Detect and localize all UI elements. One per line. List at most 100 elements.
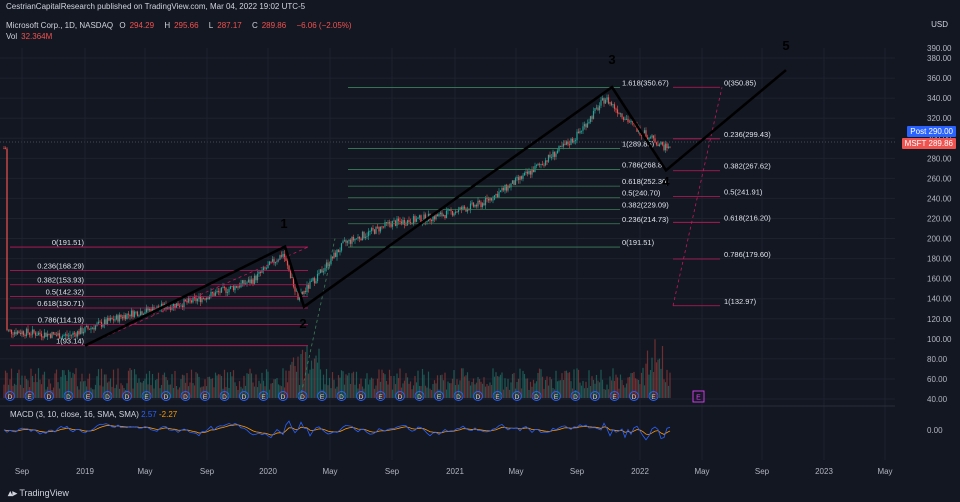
volume-bar <box>307 373 310 398</box>
volume-bar <box>318 348 320 398</box>
event-marker-label: D <box>515 394 520 401</box>
volume-bar <box>475 382 478 398</box>
candle-body <box>553 151 556 157</box>
volume-bar <box>367 384 370 398</box>
x-tick-label: Sep <box>570 467 585 476</box>
fib-level-label: 0.786(114.19) <box>38 316 85 325</box>
volume-bar <box>244 385 247 398</box>
volume-bar <box>18 369 20 398</box>
candle-body <box>408 220 410 223</box>
fib-level-label: 0.5(241.91) <box>724 188 763 197</box>
volume-bar <box>645 363 647 398</box>
volume-bar <box>384 374 386 398</box>
volume-bar <box>193 385 196 398</box>
dividend-marker <box>44 391 54 401</box>
volume-bar <box>175 385 178 398</box>
volume-bar <box>274 379 277 398</box>
fib-level-label: 0.5(142.32) <box>46 287 85 296</box>
y-tick-label: 80.00 <box>927 355 948 364</box>
volume-bar <box>375 385 377 398</box>
candle-body <box>10 329 13 334</box>
candle-body <box>94 325 97 330</box>
candle-body <box>210 292 212 297</box>
candle-body <box>49 334 52 338</box>
volume-bar <box>511 373 514 398</box>
candle-body <box>496 193 499 198</box>
candle-body <box>414 216 416 222</box>
volume-bar <box>328 377 331 398</box>
candle-body <box>82 331 85 334</box>
candle-body <box>649 137 652 139</box>
candle-body <box>376 226 379 228</box>
volume-bar <box>123 387 125 398</box>
candle-body <box>292 276 295 287</box>
candle-body <box>427 213 430 222</box>
candle-body <box>346 241 349 243</box>
candle-body <box>193 297 196 299</box>
candle-body <box>544 160 547 166</box>
volume-bar <box>114 388 116 398</box>
dividend-marker <box>570 391 581 401</box>
candle-body <box>391 221 394 227</box>
candle-body <box>208 296 211 300</box>
volume-bar <box>660 368 662 398</box>
y-tick-label: 160.00 <box>927 275 952 284</box>
event-marker-label: E <box>261 394 266 401</box>
volume-bar <box>87 378 89 398</box>
candle-body <box>574 140 577 142</box>
candle-body <box>396 218 398 226</box>
symbol-name[interactable]: Microsoft Corp., 1D, NASDAQ <box>6 21 114 30</box>
candle-body <box>375 226 377 234</box>
candle-body <box>162 303 164 309</box>
candle-body <box>420 215 422 223</box>
candle-body <box>613 104 616 109</box>
volume-bar <box>483 377 485 398</box>
candle-body <box>436 214 439 217</box>
volume-bar <box>213 387 215 398</box>
candle-body <box>460 207 463 210</box>
event-marker-label: E <box>86 394 91 401</box>
close-value: C 289.86 <box>251 21 287 30</box>
volume-bar <box>169 384 172 398</box>
candle-body <box>133 311 136 317</box>
volume-bar <box>658 358 661 398</box>
volume-bar <box>142 380 145 398</box>
volume-bar <box>211 378 214 398</box>
candle-body <box>187 298 190 303</box>
volume-bar <box>208 376 211 398</box>
volume-bar <box>136 382 139 398</box>
candle-body <box>418 215 421 218</box>
candle-body <box>625 118 628 120</box>
candle-body <box>144 312 146 315</box>
volume-bar <box>495 372 497 398</box>
candle-body <box>606 97 608 100</box>
candle-body <box>70 334 73 336</box>
volume-bar <box>96 376 98 398</box>
candle-body <box>294 286 296 292</box>
volume-bar <box>399 368 401 398</box>
candle-body <box>457 208 460 213</box>
candle-body <box>205 297 208 300</box>
volume-bar <box>214 372 217 398</box>
volume-bar <box>555 370 557 398</box>
volume-bar <box>7 384 10 398</box>
volume-bar <box>109 378 112 398</box>
volume-bar <box>48 379 50 398</box>
volume-bar <box>394 384 397 398</box>
candle-body <box>231 286 233 288</box>
candle-body <box>577 131 580 134</box>
candle-body <box>369 231 371 232</box>
candle-body <box>177 303 179 306</box>
candle-body <box>472 202 475 207</box>
volume-bar <box>325 368 328 398</box>
volume-bar <box>228 387 230 398</box>
volume-bar <box>145 373 148 398</box>
candle-body <box>664 143 667 151</box>
currency-label[interactable]: USD <box>931 20 948 29</box>
candle-body <box>58 333 61 339</box>
volume-bar <box>546 376 548 398</box>
candle-body <box>666 143 668 149</box>
fib-level-label: 0.382(229.09) <box>622 200 669 209</box>
volume-bar <box>493 376 496 398</box>
